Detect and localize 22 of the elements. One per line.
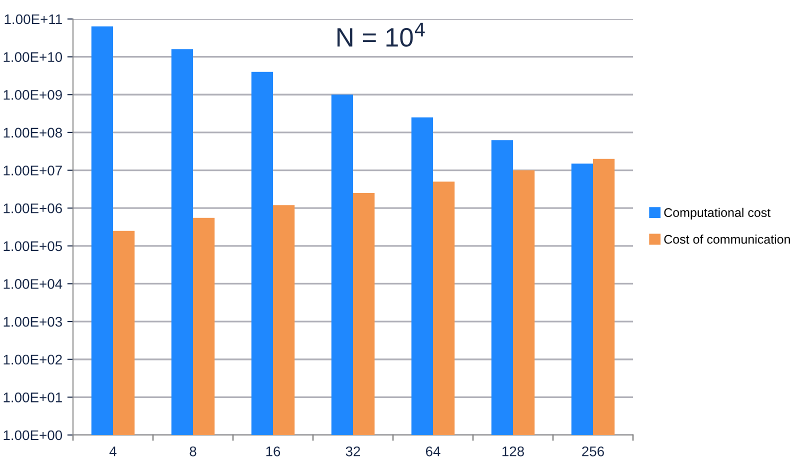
y-tick-label: 1.00E+02 — [4, 354, 62, 365]
legend-label: Cost of communication — [664, 234, 790, 244]
y-tick-label: 1.00E+06 — [4, 203, 62, 214]
y-tick-label: 1.00E+04 — [4, 279, 62, 289]
x-tick-label: 128 — [502, 446, 524, 456]
x-tick-label: 256 — [582, 446, 604, 456]
y-tick-label: 1.00E+03 — [4, 316, 62, 327]
legend-label: Computational cost — [664, 208, 771, 220]
x-tick-label: 16 — [266, 446, 280, 456]
y-tick-label: 1.00E+10 — [4, 52, 62, 62]
x-tick-label: 32 — [346, 446, 360, 456]
chart-title: N = 10$^{4}$ — [338, 22, 425, 47]
y-tick-label: 1.00E+01 — [4, 392, 62, 402]
x-tick-label: 8 — [190, 446, 196, 456]
y-tick-label: 1.00E+07 — [4, 166, 62, 176]
y-tick-label: 1.00E+00 — [4, 430, 62, 440]
y-tick-label: 1.00E+05 — [4, 241, 62, 252]
x-tick-label: 64 — [426, 446, 440, 456]
x-tick-label: 4 — [109, 446, 116, 456]
y-tick-label: 1.00E+09 — [4, 90, 62, 100]
y-tick-label: 1.00E+11 — [4, 14, 62, 24]
y-tick-label: 1.00E+08 — [4, 128, 62, 138]
